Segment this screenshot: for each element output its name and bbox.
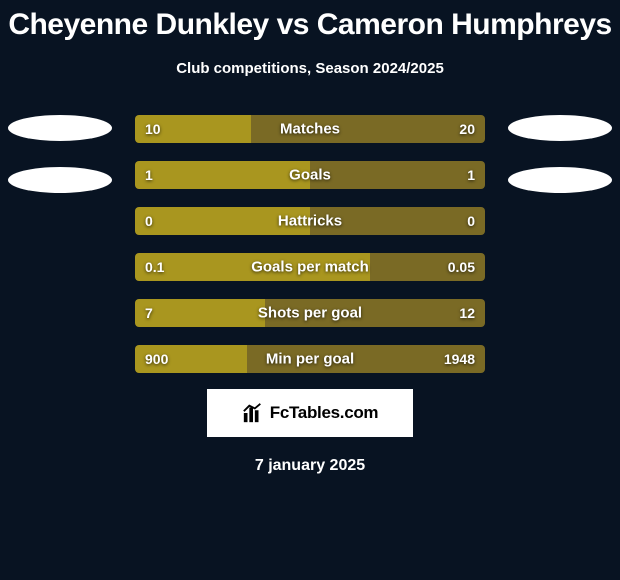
player-right-avatars	[500, 115, 620, 219]
bar-right-segment	[310, 161, 485, 189]
stat-bar-row: Matches 10 20	[135, 115, 485, 143]
chart-icon	[242, 402, 264, 424]
bar-label: Matches	[280, 121, 340, 138]
date-text: 7 january 2025	[0, 457, 620, 475]
subtitle: Club competitions, Season 2024/2025	[0, 60, 620, 77]
bar-label: Goals per match	[251, 259, 369, 276]
stat-bar-row: Goals 1 1	[135, 161, 485, 189]
bar-label: Shots per goal	[258, 305, 362, 322]
bar-value-right: 0	[467, 213, 475, 229]
stat-bar-row: Shots per goal 7 12	[135, 299, 485, 327]
bar-value-left: 7	[145, 305, 153, 321]
logo-text: FcTables.com	[270, 403, 379, 423]
avatar	[508, 167, 612, 193]
bar-value-right: 0.05	[448, 259, 475, 275]
bar-label: Min per goal	[266, 351, 354, 368]
avatar	[8, 167, 112, 193]
logo-box: FcTables.com	[207, 389, 413, 437]
bar-value-left: 0	[145, 213, 153, 229]
bar-value-right: 12	[459, 305, 475, 321]
bar-left-segment	[135, 299, 265, 327]
stat-bar-row: Hattricks 0 0	[135, 207, 485, 235]
stat-bar-row: Min per goal 900 1948	[135, 345, 485, 373]
page-title: Cheyenne Dunkley vs Cameron Humphreys	[0, 0, 620, 42]
bar-value-left: 10	[145, 121, 161, 137]
stat-bar-row: Goals per match 0.1 0.05	[135, 253, 485, 281]
bar-label: Hattricks	[278, 213, 342, 230]
bar-value-right: 20	[459, 121, 475, 137]
bar-value-left: 900	[145, 351, 168, 367]
stat-bars: Matches 10 20 Goals 1 1 Hattricks 0 0 Goals per m…	[135, 115, 485, 373]
bar-label: Goals	[289, 167, 331, 184]
avatar	[508, 115, 612, 141]
bar-left-segment	[135, 161, 310, 189]
bar-value-right: 1	[467, 167, 475, 183]
bar-value-right: 1948	[444, 351, 475, 367]
avatar	[8, 115, 112, 141]
bar-value-left: 0.1	[145, 259, 164, 275]
comparison-area: Matches 10 20 Goals 1 1 Hattricks 0 0 Goals per m…	[0, 115, 620, 373]
player-left-avatars	[0, 115, 120, 219]
bar-value-left: 1	[145, 167, 153, 183]
